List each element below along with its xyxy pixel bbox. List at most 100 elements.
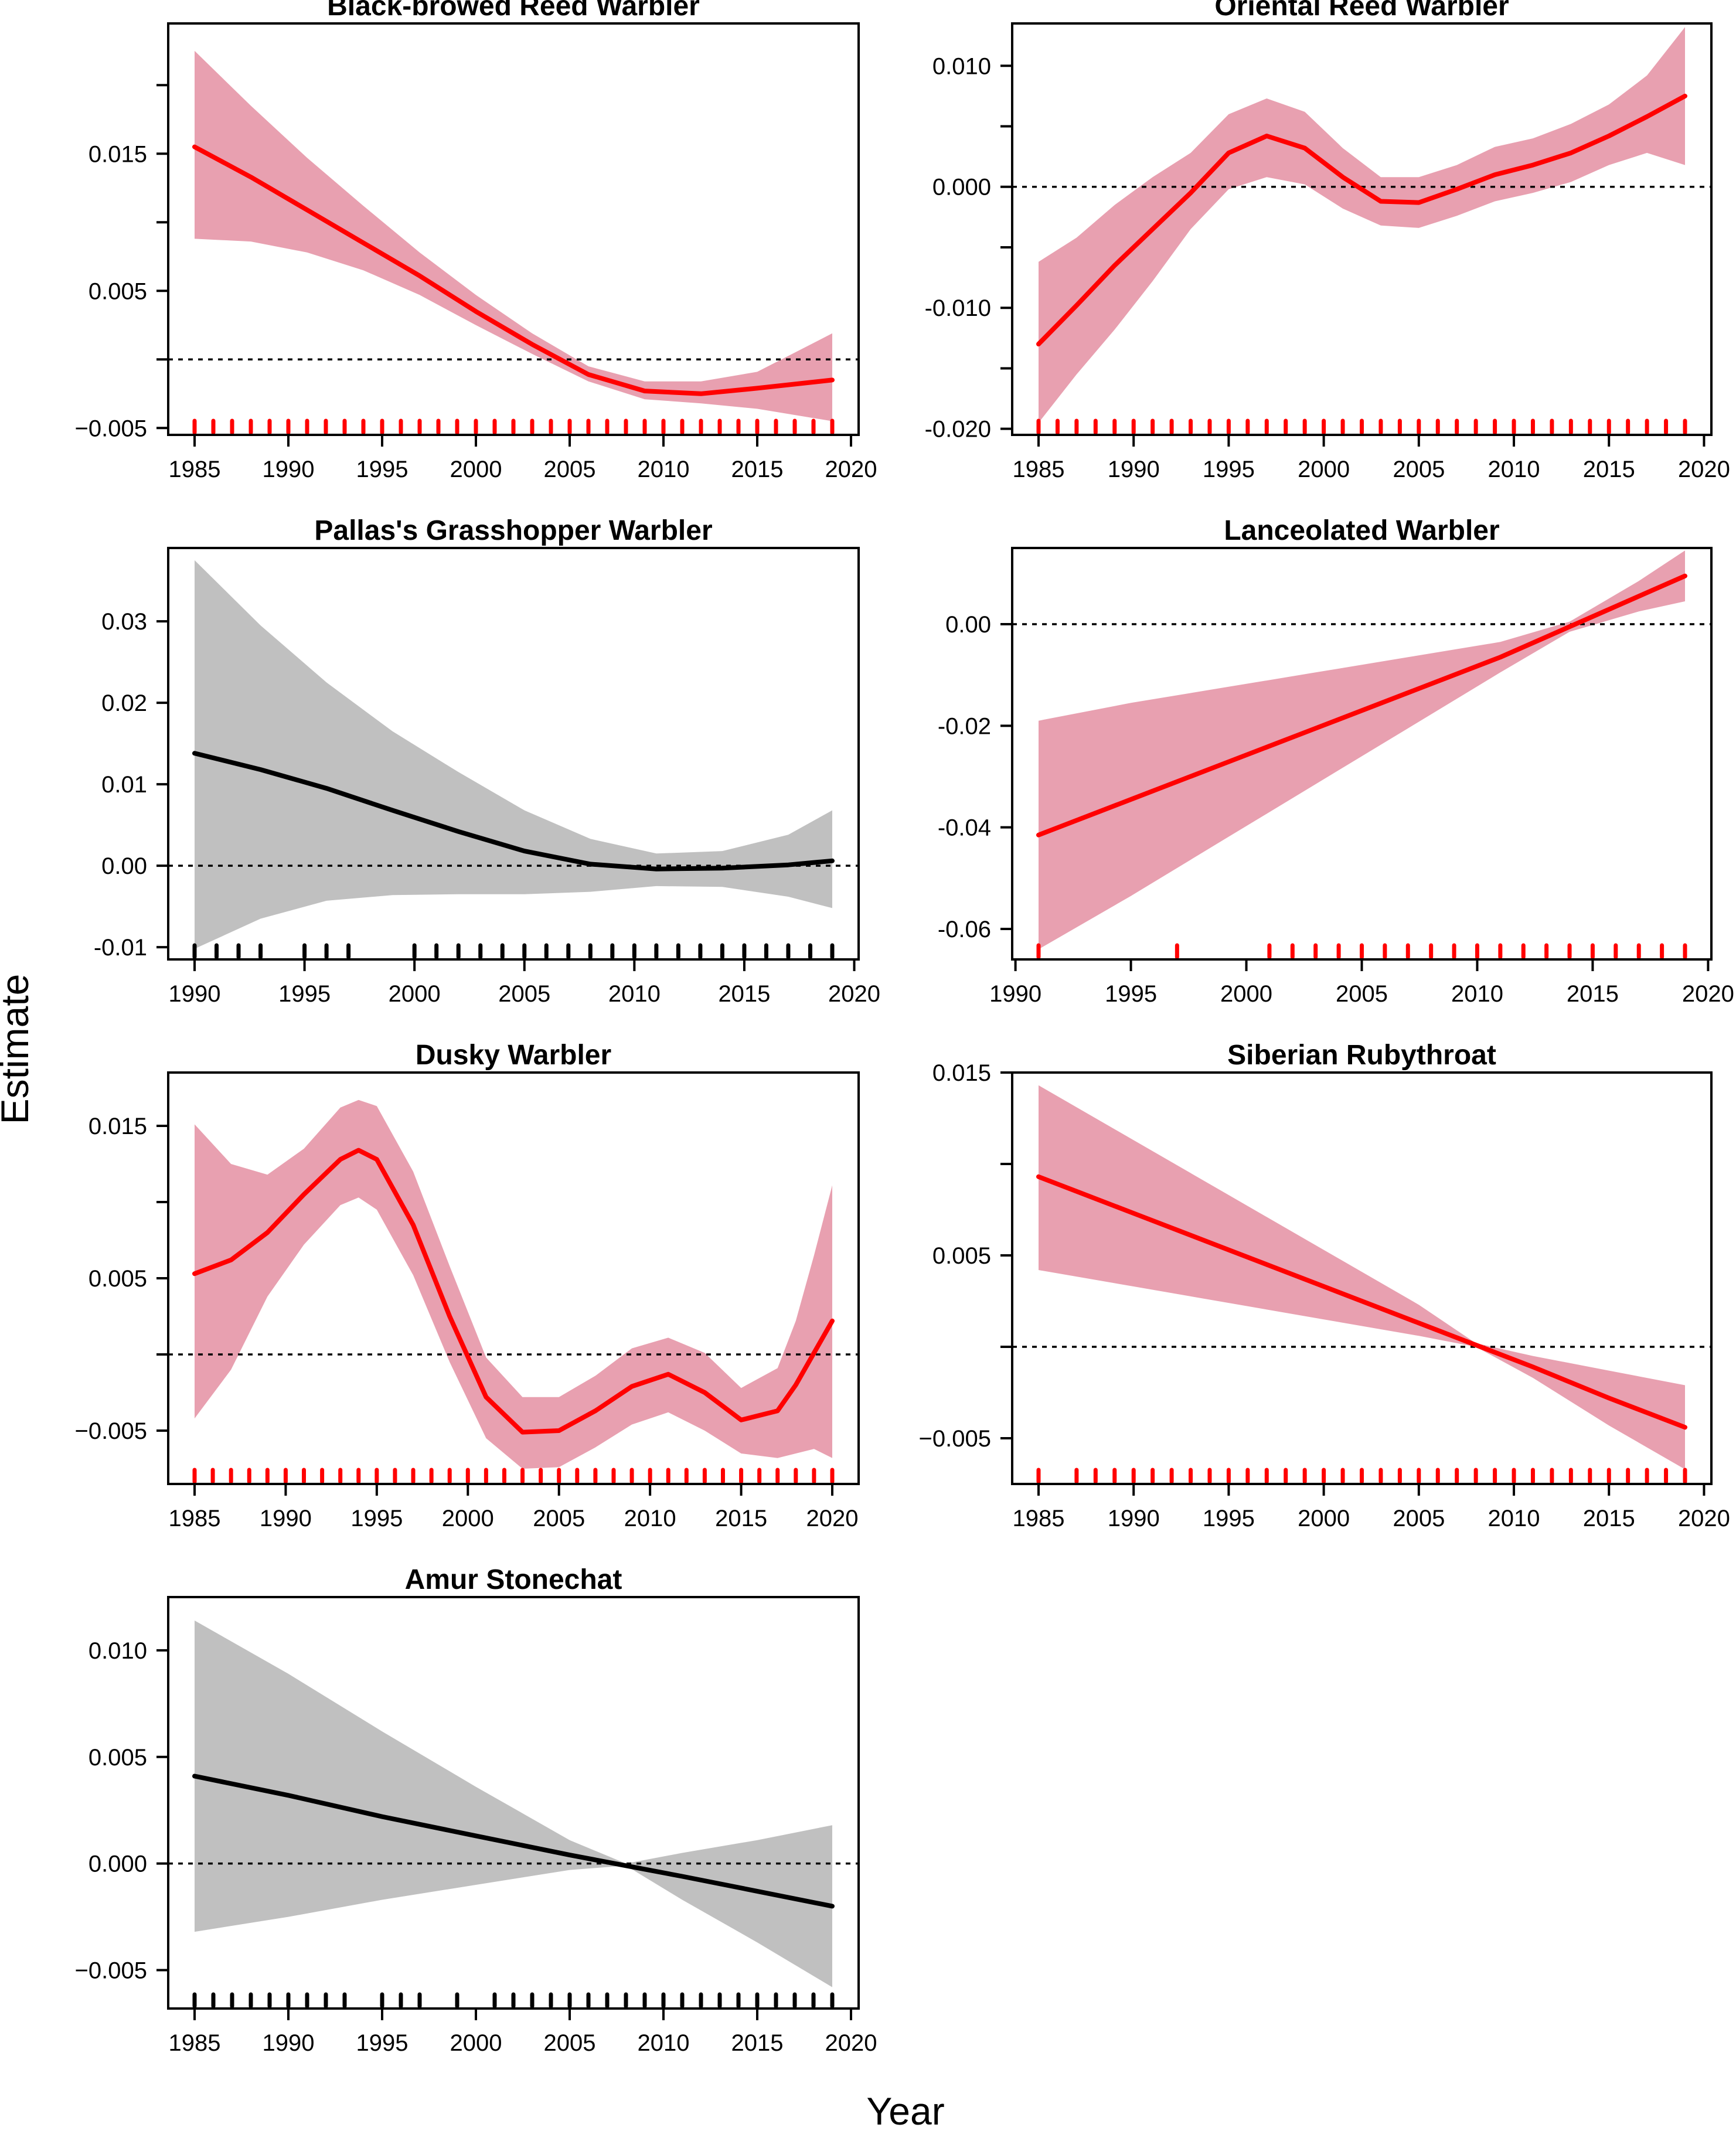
- x-tick-label: 2000: [1220, 981, 1272, 1007]
- x-tick-label: 2015: [1583, 457, 1635, 482]
- panel-2: Pallas's Grasshopper Warbler 1990 1995 2000…: [94, 515, 880, 1007]
- x-tick-label: 1985: [169, 457, 221, 482]
- y-tick-label: −0.005: [75, 1958, 147, 1984]
- x-tick-label: 2000: [450, 457, 502, 482]
- x-tick-label: 2015: [731, 457, 784, 482]
- y-tick-label: 0.010: [88, 1638, 147, 1664]
- y-tick-label: 0.01: [101, 772, 147, 798]
- x-tick-label: 1995: [356, 457, 409, 482]
- y-tick-label: 0.015: [932, 1060, 991, 1086]
- x-tick-label: 2000: [389, 981, 441, 1007]
- x-tick-label: 2020: [825, 2030, 877, 2056]
- x-tick-label: 2020: [806, 1506, 859, 1531]
- trend-line: [1036, 1174, 1687, 1430]
- y-axis-title: Estimate: [0, 974, 36, 1125]
- x-tick-label: 2020: [828, 981, 880, 1007]
- x-tick-label: 1985: [169, 1506, 221, 1531]
- panel-title: Dusky Warbler: [416, 1040, 611, 1071]
- panel-title: Oriental Reed Warbler: [1214, 0, 1509, 22]
- y-tick-label: −0.005: [919, 1426, 991, 1452]
- y-tick-label: -0.010: [925, 295, 991, 321]
- y-tick-label: -0.020: [925, 417, 991, 442]
- x-tick-label: 1990: [263, 2030, 315, 2056]
- plot-frame: [167, 1596, 860, 2010]
- x-tick-label: 1985: [1013, 457, 1065, 482]
- plot-frame: [1011, 22, 1713, 436]
- panel-title: Black-browed Reed Warbler: [327, 0, 700, 22]
- y-tick-label: 0.010: [932, 53, 991, 79]
- x-tick-label: 2015: [718, 981, 770, 1007]
- panel-4: Dusky Warbler 1985 1990 1995 2000 2005 2010 201…: [75, 1040, 860, 1531]
- x-tick-label: 2005: [1393, 1506, 1445, 1531]
- confidence-band: [195, 560, 832, 949]
- panel-title: Lanceolated Warbler: [1224, 515, 1499, 546]
- x-axis-title: Year: [866, 2089, 944, 2131]
- x-tick-label: 1995: [1203, 457, 1255, 482]
- panel-title: Amur Stonechat: [405, 1564, 622, 1595]
- plot-frame: [167, 22, 860, 436]
- chart-panels: Black-browed Reed Warbler 1985 1990 1995 200…: [75, 0, 1734, 2056]
- plot-frame: [167, 547, 860, 961]
- confidence-band: [195, 1099, 832, 1469]
- y-tick-label: 0.000: [88, 1851, 147, 1877]
- trend-line: [192, 1148, 835, 1435]
- x-tick-label: 2015: [715, 1506, 767, 1531]
- panel-0: Black-browed Reed Warbler 1985 1990 1995 200…: [75, 0, 877, 482]
- panel-3: Lanceolated Warbler 1990 1995 2000 2005 2010 2…: [938, 515, 1734, 1007]
- x-tick-label: 1990: [1108, 457, 1160, 482]
- y-tick-label: -0.04: [938, 815, 991, 841]
- x-tick-label: 1995: [278, 981, 331, 1007]
- x-tick-label: 2020: [1678, 1506, 1730, 1531]
- confidence-band: [1039, 550, 1685, 949]
- x-tick-label: 2005: [533, 1506, 585, 1531]
- x-tick-label: 2015: [1583, 1506, 1635, 1531]
- y-tick-label: 0.005: [932, 1243, 991, 1269]
- x-tick-label: 2010: [1488, 457, 1540, 482]
- y-tick-label: 0.00: [101, 853, 147, 879]
- y-tick-label: 0.02: [101, 690, 147, 716]
- x-tick-label: 2010: [624, 1506, 676, 1531]
- x-tick-label: 2000: [442, 1506, 494, 1531]
- x-tick-label: 1995: [356, 2030, 409, 2056]
- x-tick-label: 2015: [1567, 981, 1619, 1007]
- x-tick-label: 1990: [263, 457, 315, 482]
- x-tick-label: 2000: [1298, 1506, 1350, 1531]
- y-tick-label: −0.005: [75, 416, 147, 441]
- x-tick-label: 1995: [1203, 1506, 1255, 1531]
- panel-title: Siberian Rubythroat: [1227, 1040, 1496, 1071]
- y-tick-label: 0.000: [932, 175, 991, 200]
- y-tick-label: −0.005: [75, 1418, 147, 1444]
- panel-title: Pallas's Grasshopper Warbler: [314, 515, 712, 546]
- x-tick-label: 1990: [989, 981, 1041, 1007]
- x-tick-label: 2020: [1678, 457, 1730, 482]
- trend-line: [1036, 93, 1687, 347]
- panel-1: Oriental Reed Warbler 1985 1990 1995 2000 200…: [925, 0, 1730, 482]
- x-tick-label: 1990: [1108, 1506, 1160, 1531]
- x-tick-label: 2000: [1298, 457, 1350, 482]
- trend-line: [1036, 573, 1687, 838]
- y-tick-label: 0.015: [88, 141, 147, 167]
- x-tick-label: 2005: [1393, 457, 1445, 482]
- y-tick-label: 0.03: [101, 609, 147, 635]
- x-tick-label: 1985: [1013, 1506, 1065, 1531]
- trend-line: [192, 1773, 835, 1909]
- trend-line: [192, 144, 835, 396]
- x-tick-label: 2020: [825, 457, 877, 482]
- y-tick-label: -0.02: [938, 713, 991, 739]
- y-tick-label: 0.015: [88, 1114, 147, 1139]
- y-tick-label: 0.005: [88, 1745, 147, 1771]
- x-tick-label: 1995: [1105, 981, 1157, 1007]
- y-tick-label: 0.005: [88, 1266, 147, 1292]
- x-tick-label: 2010: [1451, 981, 1503, 1007]
- x-tick-label: 2005: [1336, 981, 1388, 1007]
- y-tick-label: -0.01: [94, 935, 147, 961]
- x-tick-label: 2010: [638, 2030, 690, 2056]
- x-tick-label: 2010: [638, 457, 690, 482]
- x-tick-label: 2010: [1488, 1506, 1540, 1531]
- x-tick-label: 2005: [544, 457, 596, 482]
- confidence-band: [195, 1621, 832, 1987]
- y-tick-label: -0.06: [938, 917, 991, 942]
- x-tick-label: 1995: [350, 1506, 403, 1531]
- panel-5: Siberian Rubythroat 1985 1990 1995 2000 2005 2…: [919, 1040, 1730, 1531]
